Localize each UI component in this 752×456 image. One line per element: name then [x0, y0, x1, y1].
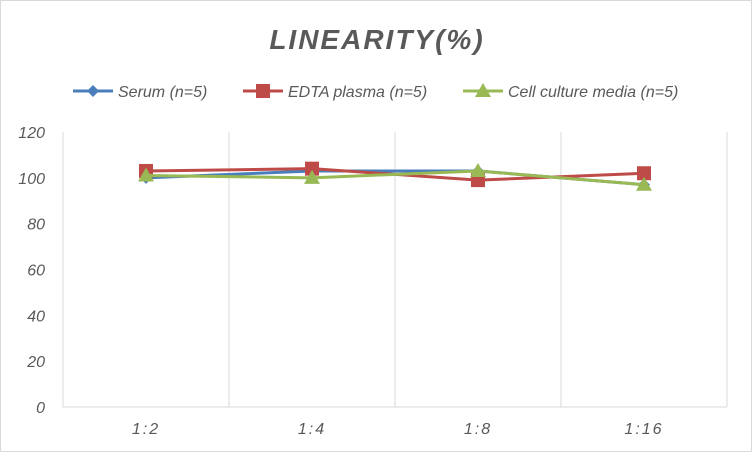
square-marker	[305, 161, 319, 176]
triangle-marker	[636, 176, 652, 191]
square-marker	[256, 84, 270, 98]
x-tick-label: 1:4	[298, 421, 326, 438]
y-tick-label: 120	[18, 125, 45, 142]
y-tick-label: 40	[27, 308, 45, 325]
x-tick-label: 1:16	[624, 421, 663, 438]
triangle-marker	[470, 162, 486, 177]
y-tick-label: 100	[18, 171, 45, 188]
legend-label: EDTA plasma (n=5)	[288, 84, 427, 101]
legend-item: EDTA plasma (n=5)	[243, 84, 427, 101]
chart-title: LINEARITY(%)	[269, 24, 484, 55]
x-tick-label: 1:2	[132, 421, 160, 438]
y-tick-label: 60	[27, 263, 45, 280]
y-tick-label: 0	[36, 400, 45, 417]
series-cell	[138, 162, 652, 191]
legend: Serum (n=5) EDTA plasma (n=5) Cell culture…	[73, 83, 678, 101]
x-tick-label: 1:8	[464, 421, 492, 438]
legend-item: Serum (n=5)	[73, 84, 207, 101]
y-tick-label: 20	[26, 354, 45, 371]
y-tick-label: 80	[27, 217, 45, 234]
triangle-marker	[304, 169, 320, 184]
y-axis-ticks: 0 20 40 60 80 100 120	[18, 125, 45, 417]
square-marker	[637, 166, 651, 181]
x-axis-ticks: 1:2 1:4 1:8 1:16	[132, 421, 663, 438]
series-line	[145, 169, 645, 187]
legend-item: Cell culture media (n=5)	[463, 83, 678, 101]
triangle-marker	[138, 167, 154, 182]
triangle-marker	[475, 83, 491, 97]
diamond-marker	[87, 85, 99, 97]
legend-label: Cell culture media (n=5)	[508, 84, 678, 101]
legend-label: Serum (n=5)	[118, 84, 207, 101]
series-group	[138, 161, 652, 191]
